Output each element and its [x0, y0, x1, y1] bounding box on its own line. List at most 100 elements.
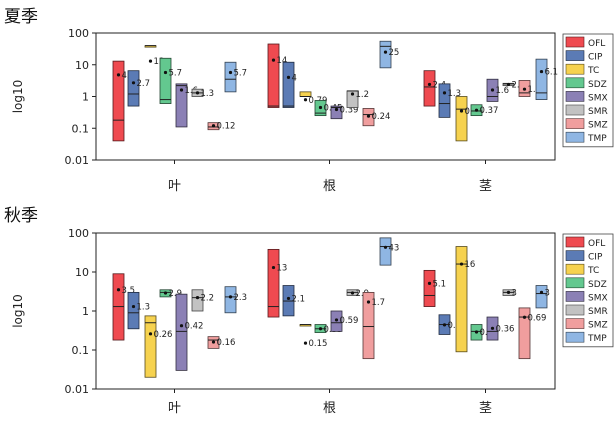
- mean-point: [303, 341, 308, 345]
- mean-point: [271, 265, 276, 270]
- box-ofl: [423, 269, 436, 307]
- mean-point: [318, 327, 323, 331]
- mean-point: [195, 91, 200, 95]
- box-ofl: [267, 43, 280, 108]
- panel-title: 夏季: [4, 7, 38, 27]
- mean-point: [179, 324, 184, 328]
- legend-label: SDZ: [588, 280, 607, 290]
- mean-label: 1.3: [137, 303, 151, 313]
- y-tick-label: 10: [75, 59, 89, 72]
- box-ofl: [423, 70, 436, 107]
- box-sdz: [159, 57, 172, 104]
- legend-label: SDZ: [588, 80, 607, 90]
- box-smz: [362, 291, 375, 360]
- legend-swatch: [565, 131, 585, 143]
- mean-point: [211, 340, 216, 344]
- mean-point: [131, 304, 136, 309]
- box-cip: [127, 291, 140, 330]
- mean-point: [539, 69, 544, 74]
- mean-point: [427, 281, 432, 286]
- box-cip: [127, 70, 140, 107]
- y-tick-label: 100: [68, 227, 89, 240]
- mean-label: 0.36: [496, 324, 515, 334]
- mean-point: [539, 290, 544, 294]
- mean-point: [163, 291, 168, 295]
- mean-point: [506, 82, 511, 87]
- legend-swatch: [565, 304, 585, 316]
- box-smx: [330, 105, 343, 120]
- x-tick-label: 茎: [479, 401, 492, 416]
- legend-swatch: [565, 63, 585, 75]
- y-axis: 0.01 0.1 1 10 100: [65, 27, 96, 167]
- mean-point: [148, 332, 153, 336]
- x-tick-label: 根: [323, 401, 336, 416]
- mean-label: 1.6: [496, 86, 510, 96]
- mean-label: 2.4: [512, 80, 526, 90]
- legend-label: SMR: [588, 307, 608, 317]
- legend-label: TC: [587, 266, 599, 276]
- box-smx: [175, 83, 188, 128]
- mean-point: [148, 59, 153, 63]
- mean-label: 1.3: [201, 89, 215, 99]
- mean-label: 0.37: [480, 106, 499, 116]
- mean-point: [474, 330, 479, 334]
- box-tc: [144, 315, 157, 378]
- legend-swatch: [565, 118, 585, 129]
- legend-swatch: [565, 77, 585, 89]
- mean-point: [522, 315, 527, 319]
- legend-label: CIP: [588, 53, 603, 63]
- mean-point: [490, 326, 495, 330]
- mean-label: 1.7: [528, 85, 542, 95]
- box-ofl: [267, 248, 280, 318]
- mean-point: [442, 91, 447, 95]
- mean-point: [427, 82, 432, 87]
- legend-label: OFL: [588, 239, 605, 249]
- mean-label: 16: [465, 260, 476, 270]
- mean-label: 0.59: [340, 316, 359, 326]
- legend-swatch: [565, 36, 585, 48]
- y-axis: 0.01 0.1 1 10 100: [65, 227, 96, 396]
- mean-point: [366, 300, 371, 304]
- mean-label: 2.9: [356, 289, 370, 299]
- y-tick-label: 0.1: [72, 122, 90, 135]
- legend-swatch: [565, 291, 585, 302]
- mean-point: [211, 124, 216, 128]
- legend-label: SMZ: [588, 321, 608, 331]
- mean-point: [383, 50, 388, 54]
- legend-swatch: [565, 104, 585, 116]
- mean-label: 0.42: [185, 322, 204, 332]
- mean-point: [459, 109, 464, 113]
- box-tmp: [379, 40, 392, 69]
- legend-label: SMX: [588, 93, 608, 103]
- mean-label: 1.6: [185, 86, 199, 96]
- y-tick-label: 0.01: [65, 154, 90, 167]
- legend: OFL CIP TC SDZ SMX SMR SMZ TMP: [562, 233, 614, 348]
- y-axis-label: log10: [11, 80, 25, 114]
- mean-label: 5.7: [169, 69, 183, 79]
- mean-label: 43: [389, 243, 400, 253]
- mean-label: 2.3: [234, 293, 248, 303]
- box-smx: [175, 293, 188, 371]
- mean-point: [271, 58, 276, 62]
- mean-label: 5.1: [433, 279, 447, 289]
- box-group: 茎2.41.30.350.371.62.41.76.1: [423, 58, 558, 194]
- box-tmp: [379, 237, 392, 266]
- plot-frame: [95, 232, 556, 390]
- box-cip: [282, 61, 295, 108]
- box-tmp: [535, 285, 548, 309]
- mean-point: [228, 295, 233, 299]
- box-smz: [518, 307, 531, 360]
- mean-label: 0.24: [372, 112, 391, 122]
- mean-point: [179, 88, 184, 92]
- legend-label: SMZ: [588, 121, 608, 131]
- y-tick-label: 1: [82, 91, 89, 104]
- mean-point: [228, 70, 233, 75]
- x-tick-label: 茎: [479, 179, 492, 194]
- legend-swatch: [565, 318, 585, 329]
- mean-point: [131, 81, 136, 85]
- mean-label: 13: [154, 57, 165, 67]
- mean-label: 3: [545, 288, 550, 298]
